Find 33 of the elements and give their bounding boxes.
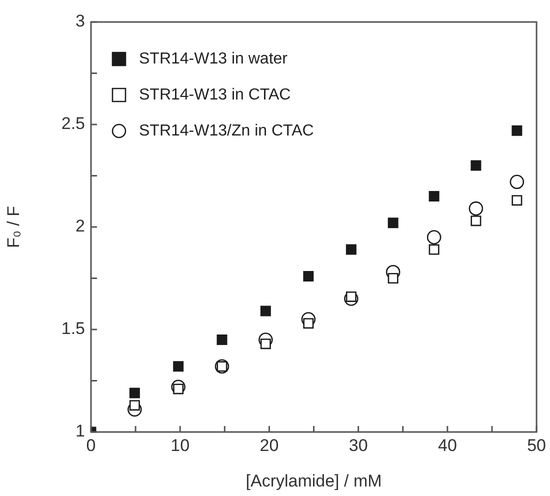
y-tick-label: 2	[76, 216, 85, 236]
point	[388, 218, 398, 228]
point	[303, 270, 314, 282]
point	[173, 361, 184, 372]
point	[129, 388, 140, 398]
x-tick-label: 50	[527, 436, 546, 455]
point	[468, 201, 484, 216]
point	[510, 174, 524, 190]
point	[470, 160, 482, 171]
point	[512, 195, 522, 206]
x-tick-label: 30	[348, 436, 368, 455]
point	[216, 334, 228, 345]
y-tick-label: 3	[76, 12, 85, 31]
legend-label: STR14-W13/Zn in CTAC	[139, 122, 314, 140]
y-tick-label: 2.5	[61, 114, 85, 134]
x-tick-label: 10	[170, 436, 190, 455]
x-axis-title: [Acrylamide] / mM	[246, 471, 382, 490]
legend-label: STR14-W13 in water	[139, 50, 288, 68]
point	[260, 306, 271, 316]
legend-label: STR14-W13 in CTAC	[139, 86, 291, 104]
point	[428, 244, 440, 255]
point	[426, 230, 442, 244]
point	[388, 273, 398, 284]
y-tick-label: 1	[76, 422, 85, 441]
x-tick-label: 20	[260, 436, 279, 455]
x-tick-label: 40	[438, 436, 457, 455]
y-axis-title: F₀ / F	[4, 206, 23, 248]
point	[512, 125, 522, 136]
point	[428, 191, 440, 202]
y-tick-label: 1.5	[61, 319, 85, 338]
point	[470, 216, 482, 226]
x-tick-label: 0	[86, 436, 96, 455]
point	[346, 244, 356, 255]
